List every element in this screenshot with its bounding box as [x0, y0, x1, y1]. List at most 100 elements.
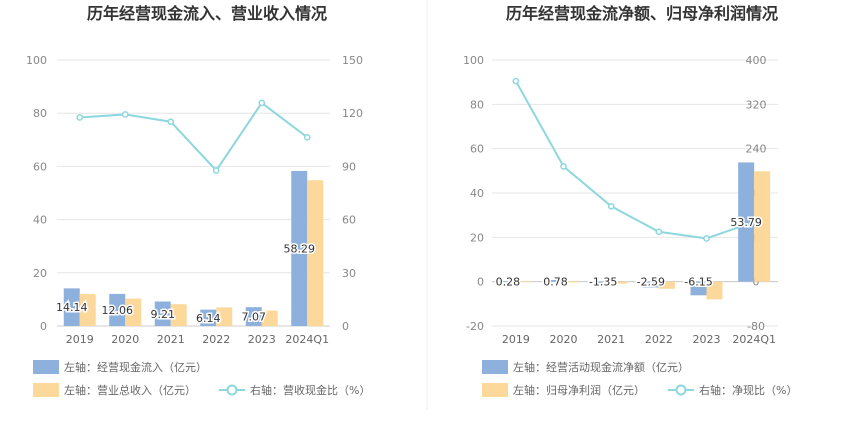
bar-secondary	[658, 281, 675, 289]
left-axis-tick-label: 60	[33, 160, 47, 173]
line-series	[514, 80, 755, 240]
bar-marks	[499, 162, 771, 300]
gridlines	[492, 59, 778, 327]
right-axis-tick-label: 120	[342, 107, 363, 120]
x-axis-tick-label: 2022	[645, 333, 673, 346]
x-axis-tick-label: 2019	[502, 333, 530, 346]
bar-primary	[154, 301, 171, 326]
x-axis-tick-label: 2021	[597, 333, 625, 346]
legend-swatch-bar	[33, 383, 59, 397]
x-axis-tick-label: 2019	[66, 333, 94, 346]
x-axis-tick-label: 2022	[202, 333, 230, 346]
gridlines	[57, 59, 330, 327]
data-label: 9.21	[151, 308, 176, 321]
line-point	[512, 77, 520, 85]
legend-label: 左轴：归母净利润（亿元）	[513, 383, 645, 397]
left-axis-ticks: 0 20 40 60 80 100	[26, 54, 47, 333]
legend-item-series-1[interactable]: 左轴：归母净利润（亿元）	[482, 383, 645, 397]
left-axis-tick-label: 80	[33, 107, 47, 120]
right-axis-tick-label: 320	[746, 98, 767, 111]
data-label: 7.07	[242, 311, 267, 324]
line-point	[607, 202, 615, 210]
data-labels: 14.14 12.06 9.21 6.14 7.07 58.29	[55, 241, 317, 326]
legend-label: 右轴：净现比（%）	[699, 383, 797, 397]
line-point	[303, 133, 311, 141]
data-label: 0.28	[496, 276, 521, 289]
left-axis-tick-label: 20	[470, 231, 484, 244]
bar-secondary	[706, 281, 723, 300]
line-point	[212, 167, 220, 174]
bar-primary	[200, 309, 217, 326]
line-point	[560, 163, 567, 170]
chart-title: 历年经营现金流入、营业收入情况	[87, 4, 327, 23]
bar-primary	[547, 279, 564, 282]
line-point	[121, 111, 129, 118]
line-point	[655, 228, 663, 236]
bar-primary	[245, 307, 262, 326]
bar-primary	[499, 281, 516, 283]
data-label: -2.59	[637, 276, 665, 289]
data-labels: 0.28 0.78 -1.35 -2.59 -6.15 53.79	[494, 215, 763, 291]
legend-label: 左轴：营业总收入（亿元）	[64, 383, 196, 397]
right-axis-tick-label: 90	[342, 160, 356, 173]
legend-swatch-bar	[33, 360, 59, 374]
right-axis-tick-label: -80	[747, 320, 765, 333]
legend-swatch-bar	[482, 383, 508, 397]
x-axis-ticks: 2019 2020 2021 2022 2023 2024Q1	[66, 333, 329, 346]
data-label: -1.35	[589, 276, 617, 289]
chart-cashflow-revenue: 历年经营现金流入、营业收入情况 0 20 40 60 80 100 0 30 60 90 120 1…	[26, 4, 370, 397]
line-point	[258, 99, 266, 107]
data-label: 12.06	[102, 304, 134, 317]
bar-secondary	[754, 171, 771, 282]
left-axis-tick-label: 100	[26, 54, 47, 67]
right-axis-ticks: 0 30 60 90 120 150	[342, 54, 363, 333]
x-axis-tick-label: 2021	[157, 333, 185, 346]
line-point	[703, 235, 710, 242]
legend-item-series-0[interactable]: 左轴：经营现金流入（亿元）	[33, 360, 207, 374]
x-axis-tick-label: 2023	[693, 333, 721, 346]
bar-secondary	[611, 281, 628, 284]
x-axis-tick-label: 2020	[550, 333, 578, 346]
data-label: 6.14	[196, 312, 221, 325]
right-axis-tick-label: 60	[342, 214, 356, 227]
data-label: 58.29	[284, 242, 316, 255]
bar-marks	[63, 170, 324, 326]
legend-label: 左轴：经营活动现金流净额（亿元）	[513, 360, 689, 374]
bar-secondary	[125, 298, 142, 326]
legend-label: 左轴：经营现金流入（亿元）	[64, 360, 207, 374]
line-series	[79, 101, 308, 173]
line-point	[750, 218, 758, 226]
x-axis-tick-label: 2020	[111, 333, 139, 346]
x-axis-tick-label: 2023	[248, 333, 276, 346]
right-axis-tick-label: 240	[746, 143, 767, 156]
line-marks	[512, 77, 758, 242]
legend[interactable]: 左轴：经营现金流入（亿元） 左轴：营业总收入（亿元） 右轴：营收现金比（%）	[33, 360, 370, 397]
legend[interactable]: 左轴：经营活动现金流净额（亿元） 左轴：归母净利润（亿元） 右轴：净现比（%）	[482, 360, 797, 397]
bar-secondary	[261, 310, 278, 326]
bar-primary	[690, 281, 707, 296]
left-axis-tick-label: 40	[33, 214, 47, 227]
data-label: -6.15	[684, 276, 712, 289]
line-point	[167, 118, 175, 126]
right-axis-tick-label: 0	[753, 276, 760, 289]
right-axis-tick-label: 400	[746, 54, 767, 67]
legend-item-series-1[interactable]: 左轴：营业总收入（亿元）	[33, 383, 196, 397]
bar-secondary	[563, 281, 580, 283]
left-axis-tick-label: 20	[33, 267, 47, 280]
chart-netcash-netprofit: 历年经营现金流净额、归母净利润情况 -20 0 20 40 60 80 100 -80 0 80…	[463, 4, 797, 397]
left-axis-ticks: -20 0 20 40 60 80 100	[463, 54, 484, 333]
legend-item-series-2[interactable]: 右轴：净现比（%）	[668, 383, 797, 397]
data-label: 14.14	[56, 301, 88, 314]
legend-item-series-2[interactable]: 右轴：营收现金比（%）	[219, 383, 370, 397]
legend-label: 右轴：营收现金比（%）	[250, 383, 370, 397]
x-axis-ticks: 2019 2020 2021 2022 2023 2024Q1	[502, 333, 776, 346]
bar-primary	[291, 170, 308, 326]
legend-item-series-0[interactable]: 左轴：经营活动现金流净额（亿元）	[482, 360, 689, 374]
bar-primary	[109, 293, 126, 326]
left-axis-tick-label: 80	[470, 98, 484, 111]
line-marks	[76, 99, 311, 174]
left-axis-tick-label: 0	[40, 320, 47, 333]
legend-swatch-marker	[226, 384, 238, 396]
left-axis-tick-label: -20	[466, 320, 484, 333]
left-axis-tick-label: 60	[470, 143, 484, 156]
